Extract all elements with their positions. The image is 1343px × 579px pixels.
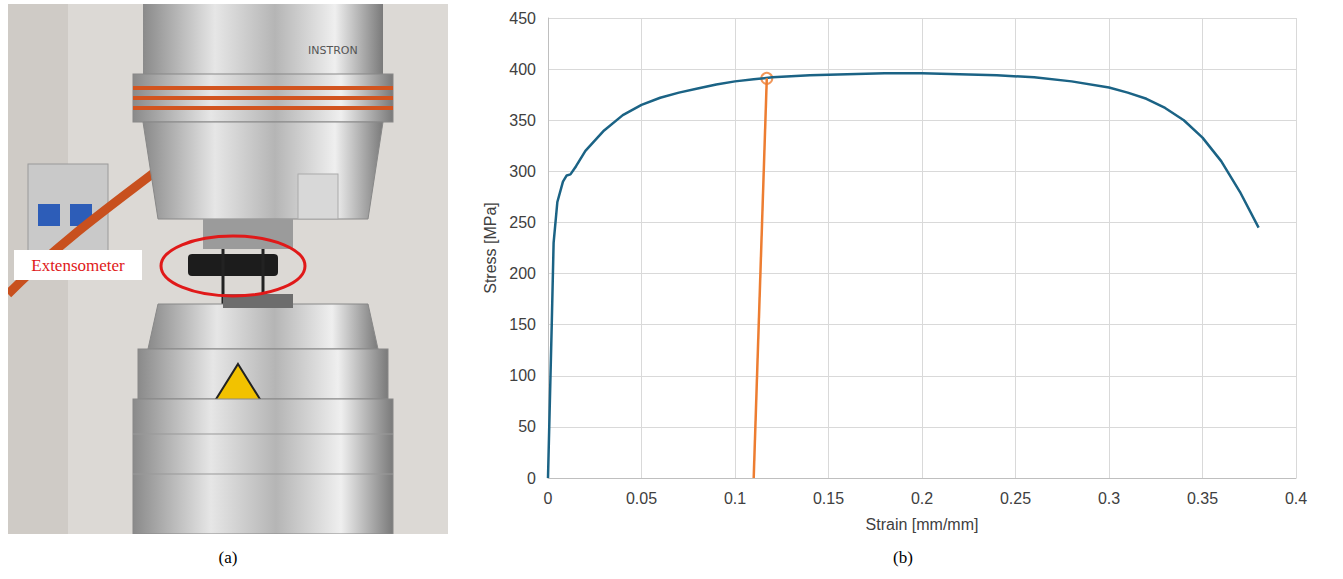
svg-text:150: 150: [509, 316, 536, 333]
svg-text:Strain [mm/mm]: Strain [mm/mm]: [866, 516, 979, 533]
svg-text:Extensometer: Extensometer: [31, 256, 125, 275]
svg-text:400: 400: [509, 61, 536, 78]
svg-text:350: 350: [509, 112, 536, 129]
svg-text:0.2: 0.2: [911, 490, 933, 507]
html-text:(a): (a): [218, 548, 238, 567]
svg-text:0.3: 0.3: [1098, 490, 1120, 507]
svg-text:50: 50: [518, 418, 536, 435]
svg-text:300: 300: [509, 163, 536, 180]
svg-text:0.4: 0.4: [1285, 490, 1307, 507]
svg-text:0: 0: [527, 470, 536, 487]
svg-text:0.35: 0.35: [1187, 490, 1218, 507]
svg-text:450: 450: [509, 10, 536, 27]
svg-text:Stress [MPa]: Stress [MPa]: [482, 202, 499, 294]
html-text:(b): (b): [893, 548, 913, 567]
svg-text:200: 200: [509, 265, 536, 282]
svg-text:INSTRON: INSTRON: [308, 44, 358, 57]
svg-text:0.1: 0.1: [724, 490, 746, 507]
svg-text:0.15: 0.15: [813, 490, 844, 507]
svg-text:250: 250: [509, 214, 536, 231]
svg-text:0.05: 0.05: [626, 490, 657, 507]
svg-text:0.25: 0.25: [1000, 490, 1031, 507]
svg-text:0: 0: [544, 490, 553, 507]
svg-text:100: 100: [509, 367, 536, 384]
